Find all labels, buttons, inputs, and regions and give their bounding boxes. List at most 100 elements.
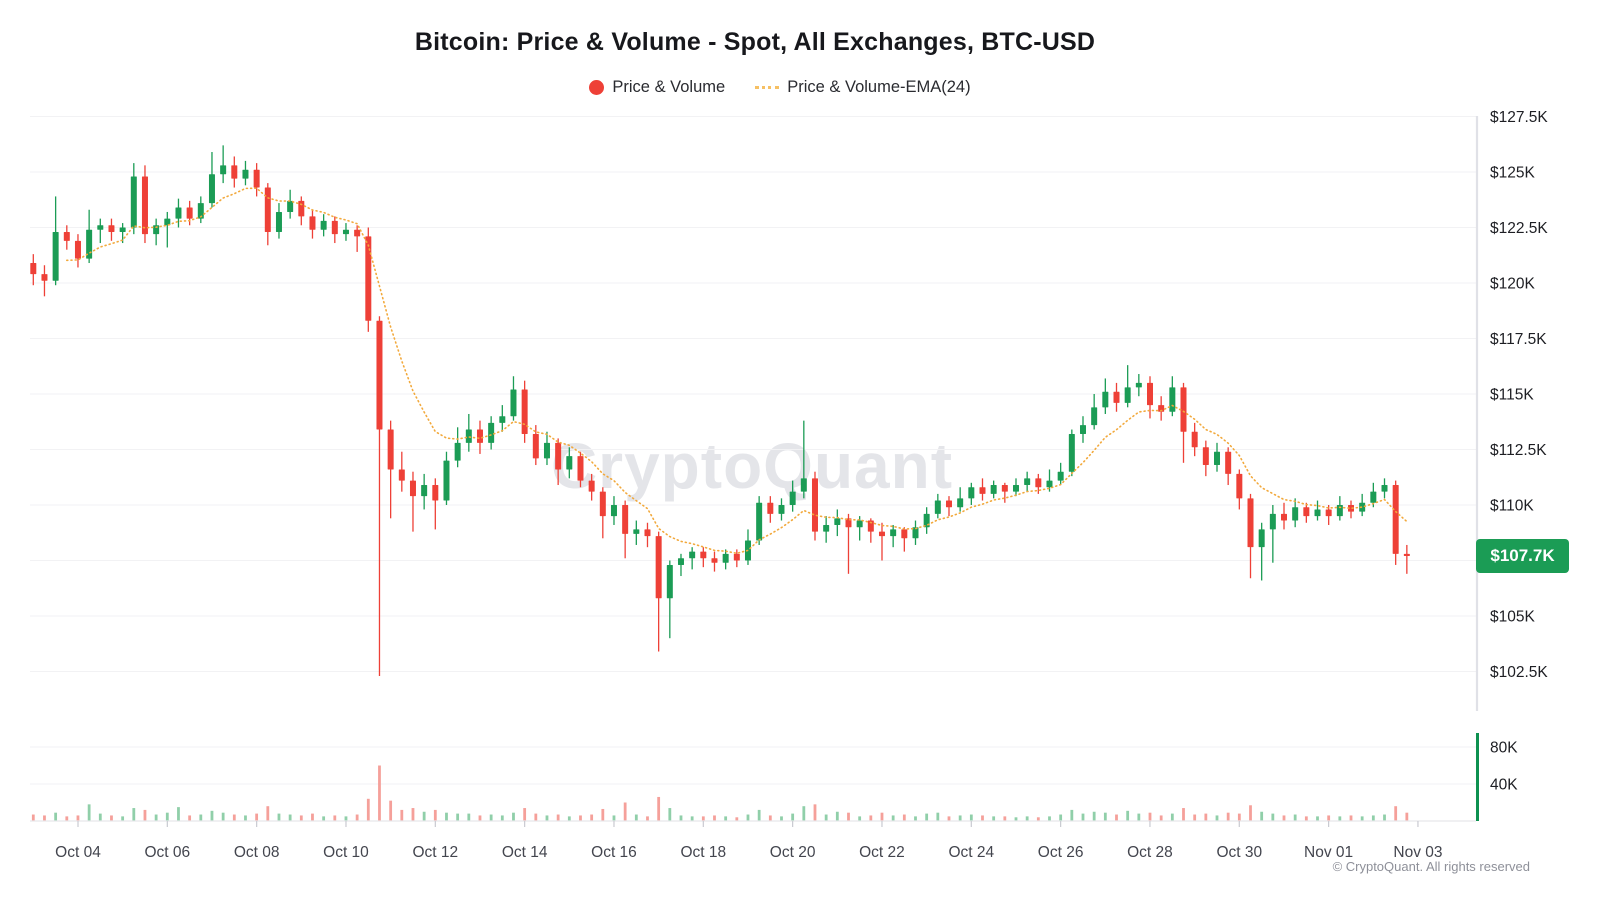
candle-body bbox=[800, 478, 807, 492]
candles-layer bbox=[30, 145, 1410, 676]
candle-body bbox=[164, 218, 171, 226]
date-tick-label: Nov 03 bbox=[1393, 844, 1442, 861]
volume-bar bbox=[355, 814, 359, 821]
candle-body bbox=[30, 263, 37, 275]
candle-body bbox=[1102, 391, 1109, 408]
candle-body bbox=[532, 433, 539, 459]
candle-body bbox=[778, 505, 785, 514]
volume-bar bbox=[478, 815, 482, 821]
candle-body bbox=[722, 553, 729, 563]
volume-bar bbox=[299, 815, 303, 821]
price-tick-label: $110K bbox=[1490, 498, 1534, 515]
volume-bar bbox=[322, 816, 326, 821]
candle-body bbox=[1001, 485, 1008, 492]
volume-bar bbox=[601, 808, 605, 821]
date-tick-label: Oct 10 bbox=[323, 844, 369, 861]
volume-bar bbox=[1182, 808, 1185, 821]
volume-bar bbox=[1394, 806, 1398, 821]
candle-body bbox=[622, 505, 629, 534]
candle-body bbox=[1370, 491, 1377, 503]
volume-bar bbox=[925, 813, 929, 821]
volume-bar bbox=[1338, 816, 1342, 821]
volume-bar bbox=[54, 812, 58, 821]
candle-body bbox=[1180, 387, 1187, 432]
price-axis-labels: $127.5K $125K $122.5K $120K $117.5K $115K $112… bbox=[1490, 109, 1548, 681]
candle-body bbox=[689, 551, 696, 559]
volume-bar bbox=[266, 806, 270, 821]
volume-bar bbox=[110, 815, 113, 821]
candle-body bbox=[499, 416, 506, 423]
volume-bar bbox=[1148, 812, 1152, 821]
candle-body bbox=[1169, 387, 1176, 412]
volume-bar bbox=[1115, 814, 1118, 821]
candle-body bbox=[789, 491, 796, 505]
volume-bar bbox=[177, 807, 180, 821]
volume-bar bbox=[1215, 815, 1219, 821]
candle-body bbox=[175, 207, 182, 219]
price-tick-label: $102.5K bbox=[1490, 664, 1548, 681]
candle-body bbox=[856, 520, 863, 528]
candle-body bbox=[342, 229, 349, 235]
volume-bar bbox=[534, 813, 538, 821]
candle-body bbox=[1381, 485, 1388, 492]
chart-title: Bitcoin: Price & Volume - Spot, All Exch… bbox=[414, 28, 1096, 56]
volume-bar bbox=[936, 812, 940, 821]
volume-bar bbox=[400, 809, 404, 821]
candle-body bbox=[644, 529, 651, 537]
candle-body bbox=[130, 176, 137, 228]
candle-body bbox=[677, 558, 684, 565]
candle-body bbox=[655, 536, 662, 599]
candle-body bbox=[86, 229, 93, 259]
price-gridlines bbox=[30, 116, 1476, 672]
volume-bar bbox=[902, 814, 906, 821]
candle-body bbox=[1258, 529, 1265, 548]
volume-bar bbox=[914, 816, 917, 821]
volume-bar bbox=[500, 815, 504, 821]
candle-body bbox=[901, 529, 908, 539]
date-tick-label: Oct 06 bbox=[144, 844, 190, 861]
candle-body bbox=[767, 502, 774, 514]
candle-body bbox=[409, 480, 416, 497]
volume-bar bbox=[1371, 815, 1375, 821]
volume-bar bbox=[132, 808, 136, 821]
volume-bar bbox=[1092, 811, 1096, 821]
volume-bar bbox=[165, 812, 169, 821]
volume-bar bbox=[1003, 816, 1007, 821]
volume-bar bbox=[701, 816, 705, 821]
candle-body bbox=[264, 187, 271, 232]
series-dot-icon bbox=[589, 80, 605, 95]
volume-tick-label: 80K bbox=[1490, 740, 1518, 757]
volume-bar bbox=[858, 816, 862, 821]
candle-body bbox=[320, 220, 327, 230]
candle-body bbox=[1046, 480, 1053, 488]
date-tick-label: Oct 12 bbox=[412, 844, 458, 861]
date-axis-labels: Oct 04 Oct 06 Oct 08 Oct 10 Oct 12 Oct 14 Oct … bbox=[55, 821, 1443, 861]
volume-bar bbox=[445, 812, 448, 821]
candle-body bbox=[443, 460, 450, 501]
volume-bar bbox=[1316, 816, 1319, 821]
legend-item-price-volume[interactable]: Price & Volume bbox=[589, 78, 725, 97]
candle-body bbox=[119, 227, 126, 232]
volume-bar bbox=[255, 813, 259, 821]
volume-bar bbox=[1327, 815, 1331, 821]
volume-bar bbox=[1137, 813, 1141, 821]
candle-body bbox=[1392, 485, 1399, 554]
candle-body bbox=[354, 229, 361, 237]
candle-body bbox=[756, 502, 763, 541]
volume-bar bbox=[634, 814, 638, 821]
candle-body bbox=[1191, 431, 1198, 448]
volume-bar bbox=[824, 814, 828, 821]
candle-body bbox=[1147, 382, 1153, 406]
volume-bar bbox=[1204, 813, 1208, 821]
volume-bar bbox=[1170, 813, 1174, 821]
volume-bar bbox=[1271, 813, 1275, 821]
volume-bar bbox=[690, 816, 694, 821]
legend-item-ema[interactable]: Price & Volume-EMA(24) bbox=[755, 78, 971, 97]
candle-body bbox=[1269, 513, 1276, 530]
candle-body bbox=[666, 564, 673, 599]
volume-bar bbox=[545, 815, 549, 821]
candle-body bbox=[287, 200, 294, 212]
volume-bar bbox=[646, 816, 649, 821]
volume-bar bbox=[154, 814, 158, 821]
